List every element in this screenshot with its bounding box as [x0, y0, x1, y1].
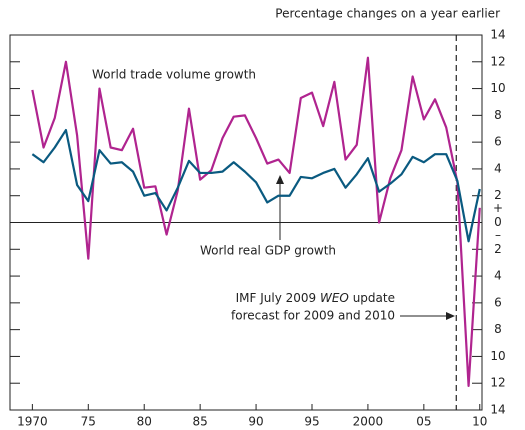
y-tick-label: 0: [494, 215, 502, 229]
y-tick-label: 14: [490, 403, 505, 417]
y-tick-label: 8: [494, 108, 502, 122]
sign-label: +: [493, 201, 503, 215]
series-label: World trade volume growth: [92, 68, 256, 82]
annotation-part: IMF July 2009: [236, 291, 320, 305]
annotation: IMF July 2009 WEO update: [236, 291, 395, 305]
x-tick-label: 75: [81, 415, 96, 429]
y-tick-label: 8: [494, 322, 502, 336]
x-tick-label: 90: [248, 415, 263, 429]
arrow-head: [276, 175, 284, 184]
y-tick-label: 2: [494, 242, 502, 256]
y-tick-label: 4: [494, 161, 502, 175]
y-tick-label: 10: [490, 349, 505, 363]
y-tick-label: 6: [494, 295, 502, 309]
x-tick-label: 10: [472, 415, 487, 429]
y-tick-label: 6: [494, 135, 502, 149]
y-tick-label: 2: [494, 188, 502, 202]
y-tick-label: 4: [494, 269, 502, 283]
y-tick-label: 12: [490, 54, 505, 68]
annotation-part: WEO: [320, 291, 349, 305]
sign-label: –: [495, 228, 501, 242]
x-tick-label: 1970: [17, 415, 48, 429]
arrow-head: [446, 312, 455, 320]
annotation-part: update: [349, 291, 395, 305]
y-tick-label: 10: [490, 81, 505, 95]
x-tick-label: 85: [193, 415, 208, 429]
x-tick-label: 95: [304, 415, 319, 429]
x-tick-label: 2000: [353, 415, 384, 429]
y-tick-label: 14: [490, 28, 505, 42]
y-tick-label: 12: [490, 376, 505, 390]
series-line: [31, 128, 481, 243]
series-line: [31, 56, 481, 387]
subtitle: Percentage changes on a year earlier: [275, 7, 500, 21]
x-tick-label: 05: [416, 415, 431, 429]
x-tick-label: 80: [137, 415, 152, 429]
series-label: World real GDP growth: [200, 244, 336, 258]
annotation: forecast for 2009 and 2010: [231, 309, 395, 323]
